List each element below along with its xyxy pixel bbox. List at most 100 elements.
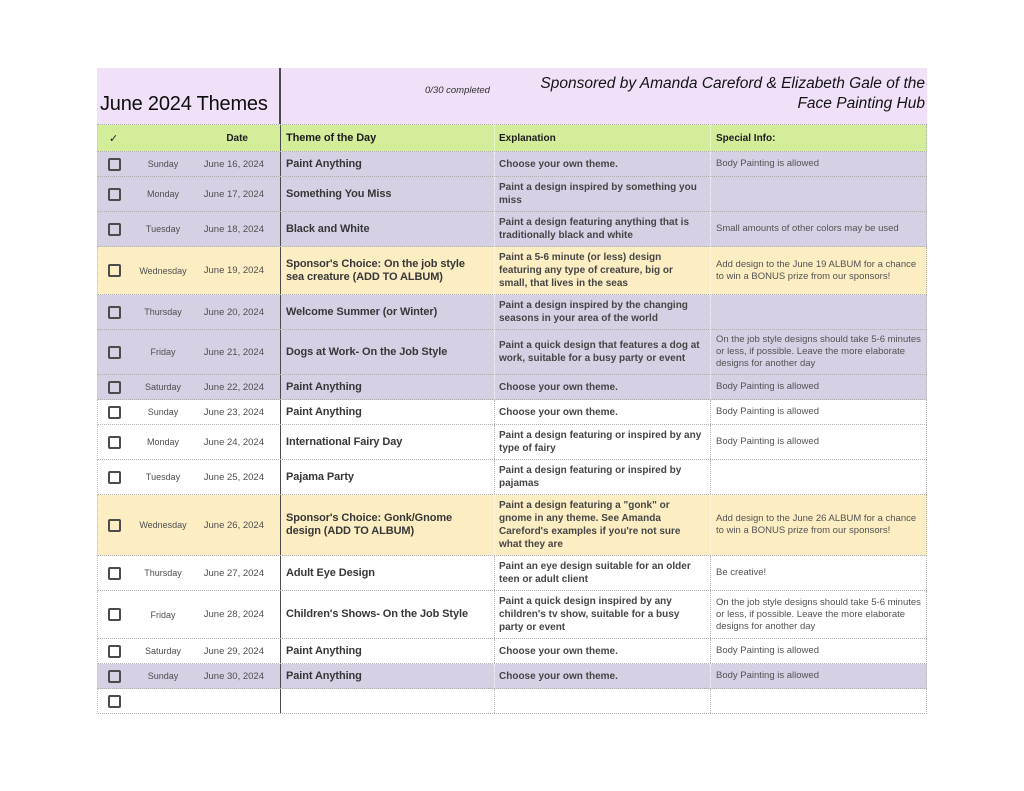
explanation-cell: Choose your own theme.	[495, 375, 711, 399]
special-info-cell	[711, 460, 928, 494]
explanation-column-header: Explanation	[495, 125, 711, 151]
theme-cell: Sponsor's Choice: On the job style sea c…	[281, 247, 495, 294]
special-info-cell: Small amounts of other colors may be use…	[716, 223, 899, 234]
theme-cell: Dogs at Work- On the Job Style	[281, 330, 495, 374]
special-info-cell	[711, 689, 928, 713]
theme-cell: Welcome Summer (or Winter)	[281, 295, 495, 329]
explanation-cell: Paint a design featuring or inspired by …	[495, 460, 711, 494]
date-cell: June 24, 2024	[195, 425, 281, 459]
date-column-header: Date	[195, 125, 281, 151]
date-cell: June 21, 2024	[195, 330, 281, 374]
date-cell: June 16, 2024	[195, 152, 281, 176]
day-cell	[131, 689, 195, 713]
day-cell: Friday	[150, 609, 176, 620]
checkbox-cell	[98, 460, 131, 494]
row-checkbox[interactable]	[108, 380, 121, 394]
date-cell: June 25, 2024	[195, 460, 281, 494]
date-cell: June 22, 2024	[195, 375, 281, 399]
explanation-cell: Paint a design inspired by the changing …	[495, 295, 711, 329]
theme-cell: Paint Anything	[281, 639, 495, 663]
special-info-cell: Body Painting is allowed	[716, 158, 819, 169]
explanation-cell: Choose your own theme.	[495, 664, 711, 688]
checkbox-cell	[98, 330, 131, 374]
date-cell: June 20, 2024	[195, 295, 281, 329]
table-title-band: June 2024 Themes 0/30 completed Sponsore…	[97, 68, 927, 125]
table-row	[97, 689, 927, 714]
table-row: Friday June 21, 2024 Dogs at Work- On th…	[97, 330, 927, 375]
day-cell: Friday	[150, 347, 176, 357]
checkbox-cell	[98, 295, 131, 329]
special-info-cell: On the job style designs should take 5-6…	[716, 334, 921, 369]
special-info-cell: Add design to the June 19 ALBUM for a ch…	[716, 258, 917, 282]
checkbox-cell	[98, 639, 131, 663]
row-checkbox[interactable]	[108, 264, 121, 277]
explanation-cell	[495, 689, 711, 713]
theme-cell: Paint Anything	[281, 375, 495, 399]
explanation-cell: Paint a design featuring a "gonk" or gno…	[495, 495, 711, 555]
theme-cell: Paint Anything	[281, 400, 495, 424]
special-info-cell: Be creative!	[716, 567, 767, 578]
theme-cell: Adult Eye Design	[281, 556, 495, 590]
row-checkbox[interactable]	[108, 470, 121, 484]
explanation-cell: Choose your own theme.	[495, 639, 711, 663]
special-info-cell: On the job style designs should take 5-6…	[716, 596, 921, 632]
row-checkbox[interactable]	[108, 305, 121, 319]
theme-cell: Children's Shows- On the Job Style	[281, 591, 495, 638]
table-row: Thursday June 27, 2024 Adult Eye Design …	[97, 556, 927, 591]
checkbox-cell	[98, 425, 131, 459]
date-cell: June 30, 2024	[195, 664, 281, 688]
row-checkbox[interactable]	[108, 405, 121, 419]
row-checkbox[interactable]	[108, 435, 121, 449]
special-info-column-header: Special Info:	[716, 132, 776, 144]
day-cell: Saturday	[144, 646, 182, 656]
checkbox-cell	[98, 591, 131, 638]
theme-column-header: Theme of the Day	[281, 125, 495, 151]
date-cell: June 17, 2024	[195, 177, 281, 211]
row-checkbox[interactable]	[108, 222, 121, 236]
table-body: Sunday June 16, 2024 Paint Anything Choo…	[97, 152, 927, 714]
special-info-cell: Add design to the June 26 ALBUM for a ch…	[716, 513, 917, 536]
explanation-cell: Choose your own theme.	[495, 152, 711, 176]
day-cell: Tuesday	[145, 472, 181, 482]
explanation-cell: Paint a 5-6 minute (or less) design feat…	[495, 247, 711, 294]
checkbox-cell	[98, 375, 131, 399]
table-row: Saturday June 22, 2024 Paint Anything Ch…	[97, 375, 927, 400]
row-checkbox[interactable]	[108, 566, 121, 580]
explanation-cell: Paint a quick design that features a dog…	[495, 330, 711, 374]
special-info-cell: Body Painting is allowed	[716, 670, 819, 681]
explanation-cell: Paint a quick design inspired by any chi…	[495, 591, 711, 638]
theme-cell: Something You Miss	[281, 177, 495, 211]
date-cell: June 18, 2024	[195, 212, 281, 246]
day-cell: Monday	[146, 437, 180, 447]
day-cell: Thursday	[144, 568, 182, 578]
table-row: Wednesday June 19, 2024 Sponsor's Choice…	[97, 247, 927, 295]
checkbox-cell	[98, 495, 131, 555]
theme-cell: Sponsor's Choice: Gonk/Gnome design (ADD…	[281, 495, 495, 555]
row-checkbox[interactable]	[108, 669, 121, 683]
date-cell: June 26, 2024	[195, 495, 281, 555]
row-checkbox[interactable]	[108, 187, 121, 201]
header-row: ✓ Date Theme of the Day Explanation Spec…	[97, 125, 927, 152]
day-cell: Monday	[146, 189, 180, 199]
explanation-cell: Paint a design inspired by something you…	[495, 177, 711, 211]
day-cell: Wednesday	[139, 265, 187, 276]
row-checkbox[interactable]	[108, 644, 121, 658]
theme-cell: International Fairy Day	[281, 425, 495, 459]
checkbox-cell	[98, 247, 131, 294]
day-cell: Sunday	[147, 671, 179, 681]
row-checkbox[interactable]	[108, 518, 121, 532]
checkbox-cell	[98, 556, 131, 590]
table-row: Sunday June 16, 2024 Paint Anything Choo…	[97, 152, 927, 177]
row-checkbox[interactable]	[108, 345, 121, 359]
checkbox-cell	[98, 177, 131, 211]
row-checkbox[interactable]	[108, 608, 121, 621]
table-row: Friday June 28, 2024 Children's Shows- O…	[97, 591, 927, 639]
day-cell: Thursday	[144, 307, 182, 317]
table-row: Thursday June 20, 2024 Welcome Summer (o…	[97, 295, 927, 330]
table-row: Saturday June 29, 2024 Paint Anything Ch…	[97, 639, 927, 664]
date-cell: June 28, 2024	[195, 591, 281, 638]
row-checkbox[interactable]	[108, 157, 121, 171]
row-checkbox[interactable]	[108, 694, 121, 708]
checkmark-icon: ✓	[109, 132, 119, 145]
